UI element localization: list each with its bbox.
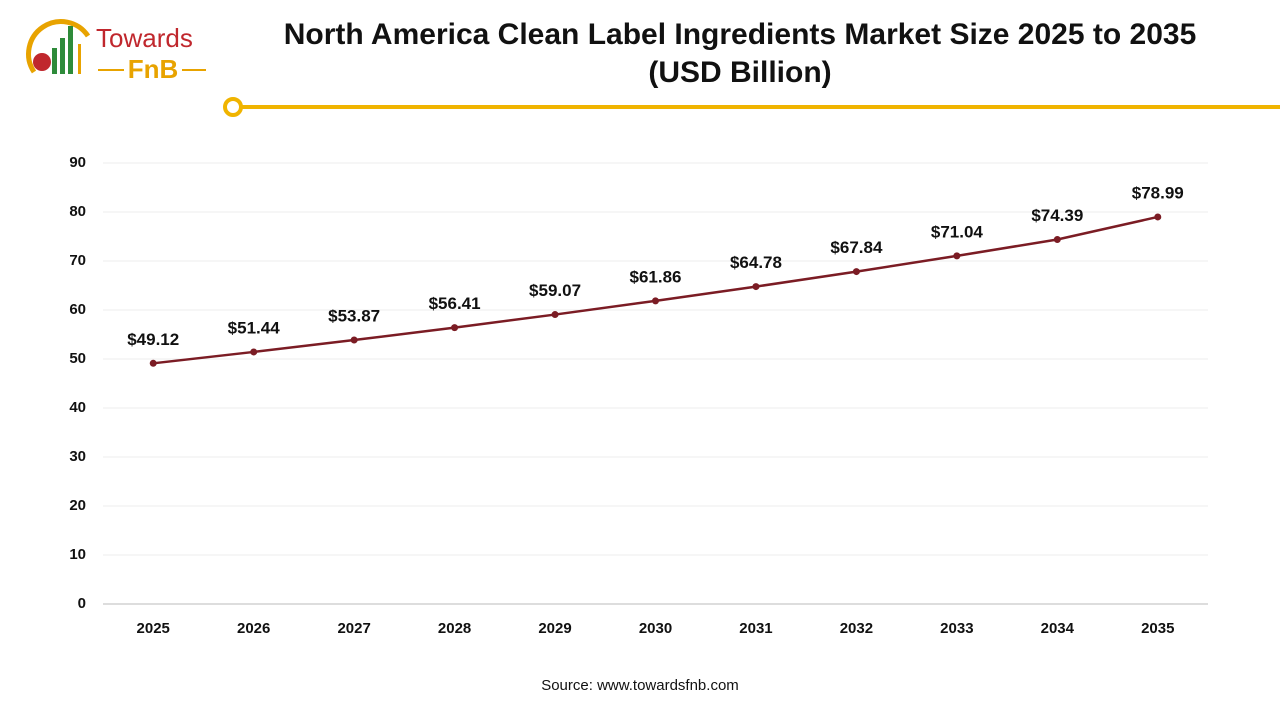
x-tick-label: 2027: [337, 620, 370, 637]
x-tick-label: 2026: [237, 620, 270, 637]
data-label: $56.41: [429, 294, 481, 313]
x-tick-label: 2031: [739, 620, 772, 637]
source: Source: www.towardsfnb.com: [541, 677, 739, 694]
line: [153, 215, 1159, 365]
x-tick-label: 2032: [840, 620, 873, 637]
point: [852, 268, 860, 276]
point: [652, 297, 659, 305]
data-label: $51.44: [228, 318, 281, 337]
data-label: $71.04: [931, 222, 984, 241]
y-tick-label: 60: [69, 301, 86, 318]
point: [1053, 235, 1061, 243]
point: [1154, 213, 1162, 221]
data-label: $78.99: [1132, 183, 1184, 202]
y-tick-label: 70: [69, 252, 86, 269]
x-tick-label: 2035: [1141, 620, 1174, 637]
logo-text: FnB: [128, 54, 179, 84]
y-tick-label: 40: [69, 399, 86, 416]
point: [953, 252, 961, 260]
x-tick-label: 2025: [137, 620, 170, 637]
data-label: $53.87: [328, 307, 380, 326]
data-label: $61.86: [630, 267, 682, 286]
x-tick-label: 2034: [1041, 620, 1075, 637]
data-label: $49.12: [127, 330, 179, 349]
x-tick-label: 2029: [538, 620, 571, 637]
data-label: $67.84: [830, 238, 883, 257]
point: [149, 359, 157, 367]
logo-icon: [26, 19, 91, 74]
point: [752, 283, 760, 291]
header-dot: [223, 97, 243, 117]
x-tick-label: 2028: [438, 620, 471, 637]
x-tick-label: 2030: [639, 620, 672, 637]
y-tick-label: 30: [69, 448, 86, 465]
data-label: $64.78: [730, 253, 782, 272]
y-tick-label: 20: [69, 497, 86, 514]
y-tick-label: 50: [69, 350, 86, 367]
data-label: $74.39: [1031, 206, 1083, 225]
chart-title: North America Clean Label Ingredients Ma…: [283, 18, 1197, 89]
x-tick-label: 2033: [940, 620, 973, 637]
y-tick-label: 80: [69, 203, 86, 220]
y-tick-label: 10: [69, 546, 86, 563]
point: [451, 324, 459, 332]
data-label: $59.07: [529, 281, 581, 300]
y-tick-label: 90: [69, 154, 86, 171]
y-tick-label: 0: [78, 595, 86, 612]
point: [551, 311, 559, 319]
point: [250, 348, 258, 356]
point: [350, 336, 358, 344]
logo-text: Towards: [96, 23, 193, 53]
